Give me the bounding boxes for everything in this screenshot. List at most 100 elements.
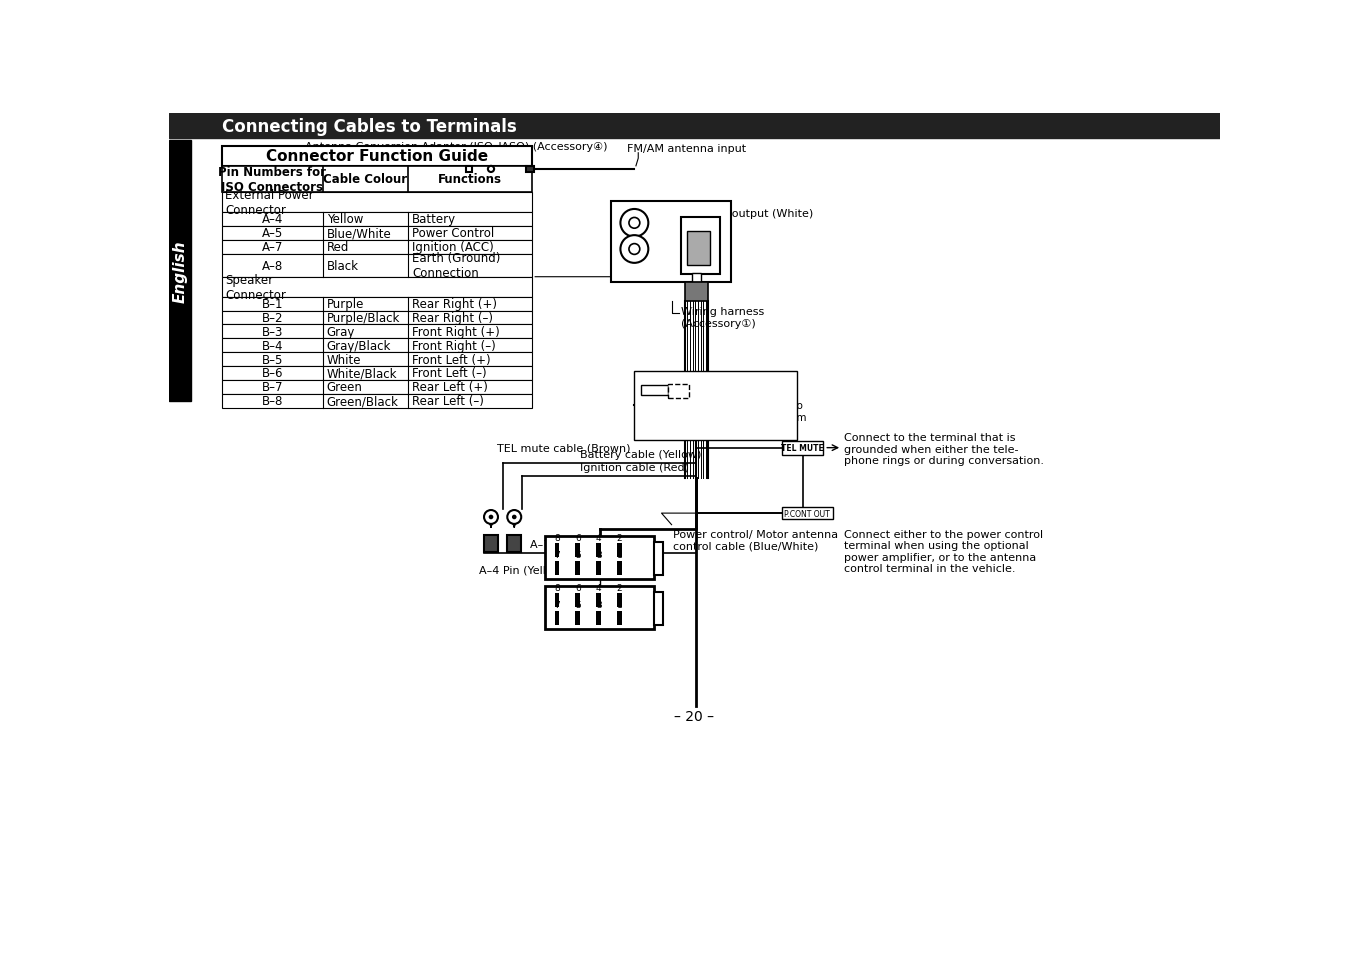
Text: Rear Left (+): Rear Left (+) (412, 381, 488, 394)
Text: – 20 –: – 20 – (673, 709, 714, 723)
Bar (222, 312, 533, 325)
Bar (554, 561, 560, 575)
Bar (596, 594, 602, 607)
Bar (169, 114, 1220, 139)
Bar (596, 543, 602, 558)
Text: A–4: A–4 (262, 213, 283, 226)
Circle shape (484, 511, 499, 524)
Bar (545, 587, 653, 629)
Circle shape (489, 516, 493, 519)
Text: Ignition (ACC): Ignition (ACC) (412, 241, 493, 253)
Bar (222, 297, 533, 312)
Text: B–6: B–6 (262, 367, 283, 380)
Bar (554, 543, 560, 558)
Text: Yellow: Yellow (327, 213, 363, 226)
Bar (687, 232, 710, 266)
Bar (782, 441, 822, 456)
Text: Rear Right (–): Rear Right (–) (412, 312, 493, 325)
Text: Rear right output (Red): Rear right output (Red) (404, 273, 534, 282)
Bar (596, 611, 602, 625)
Bar (222, 325, 533, 339)
Text: B–1: B–1 (262, 298, 283, 311)
Text: Functions: Functions (438, 173, 503, 186)
Text: Ignition cable (Red): Ignition cable (Red) (580, 463, 690, 473)
Text: Connect to the terminal that is
grounded when either the tele-
phone rings or du: Connect to the terminal that is grounded… (844, 433, 1043, 466)
Text: Front Left (–): Front Left (–) (412, 367, 486, 380)
Circle shape (629, 218, 640, 229)
Text: If no connections are made, do
not let the cable come out from
the tab.: If no connections are made, do not let t… (641, 400, 806, 434)
Text: 8: 8 (554, 533, 560, 542)
Text: 5: 5 (575, 551, 581, 559)
Text: English: English (172, 240, 188, 302)
Bar (576, 594, 580, 607)
Text: 4: 4 (596, 583, 602, 592)
Text: 7: 7 (554, 600, 560, 610)
Text: 3: 3 (596, 600, 602, 610)
Bar (618, 561, 622, 575)
Text: Power control/ Motor antenna
control cable (Blue/White): Power control/ Motor antenna control cab… (673, 529, 839, 551)
Text: Power Control: Power Control (412, 227, 495, 240)
Text: Gray: Gray (327, 326, 355, 338)
Bar (618, 611, 622, 625)
Bar (680, 217, 720, 275)
Bar (507, 535, 522, 552)
Bar (222, 367, 533, 380)
Text: 6: 6 (575, 583, 581, 592)
Text: 2: 2 (617, 533, 622, 542)
Bar (545, 537, 653, 579)
Bar (484, 535, 499, 552)
Circle shape (512, 516, 516, 519)
Text: 8: 8 (554, 583, 560, 592)
Bar (554, 594, 560, 607)
Text: A–5: A–5 (262, 227, 283, 240)
Bar (222, 193, 533, 213)
Bar (526, 167, 534, 172)
Text: B–7: B–7 (262, 381, 283, 394)
Text: Connect either to the power control
terminal when using the optional
power ampli: Connect either to the power control term… (844, 529, 1043, 574)
Text: Red: Red (327, 241, 350, 253)
Text: Connector Function Guide: Connector Function Guide (266, 150, 488, 164)
Text: 5: 5 (575, 600, 581, 610)
Circle shape (507, 511, 522, 524)
Bar (554, 611, 560, 625)
Text: White: White (327, 354, 362, 366)
Bar (576, 611, 580, 625)
Text: FM/AM antenna input: FM/AM antenna input (626, 144, 745, 153)
Bar (576, 543, 580, 558)
Text: Antenna Conversion Adaptor (ISO–JASO) (Accessory④): Antenna Conversion Adaptor (ISO–JASO) (A… (305, 142, 607, 152)
Text: B–4: B–4 (262, 339, 283, 353)
Bar (222, 380, 533, 395)
Text: Speaker
Connector: Speaker Connector (225, 274, 286, 301)
Text: A–7: A–7 (262, 241, 283, 253)
Text: TEL mute cable (Brown): TEL mute cable (Brown) (497, 443, 630, 454)
Text: Earth (Ground)
Connection: Earth (Ground) Connection (412, 252, 500, 280)
Text: Rear left output (White): Rear left output (White) (680, 209, 813, 218)
Text: Battery cable (Yellow): Battery cable (Yellow) (580, 450, 702, 459)
Bar (222, 240, 533, 254)
Text: Green/Black: Green/Black (327, 395, 398, 408)
Text: Wiring harness
(Accessory①): Wiring harness (Accessory①) (680, 307, 764, 328)
Bar (222, 277, 533, 297)
Text: A–7 Pin (Red): A–7 Pin (Red) (530, 539, 604, 549)
Bar (576, 561, 580, 575)
Bar (222, 167, 533, 193)
Bar (782, 507, 833, 519)
Text: External Power
Connector: External Power Connector (225, 189, 314, 216)
Text: 6: 6 (575, 533, 581, 542)
Bar (222, 339, 533, 353)
Text: P.CONT OUT: P.CONT OUT (785, 509, 831, 518)
Text: Fuse: Fuse (680, 232, 706, 242)
Text: Blue/White: Blue/White (327, 227, 392, 240)
Bar (691, 274, 701, 283)
Text: Green: Green (327, 381, 363, 394)
Bar (618, 594, 622, 607)
Bar (222, 213, 533, 227)
Text: B–3: B–3 (262, 326, 283, 338)
Text: Front Left (+): Front Left (+) (412, 354, 491, 366)
Circle shape (488, 167, 495, 172)
Text: 4: 4 (596, 533, 602, 542)
Text: A–4 Pin (Yellow): A–4 Pin (Yellow) (480, 565, 566, 575)
Bar (634, 372, 797, 440)
Text: Front Right (+): Front Right (+) (412, 326, 500, 338)
Bar (222, 147, 533, 167)
